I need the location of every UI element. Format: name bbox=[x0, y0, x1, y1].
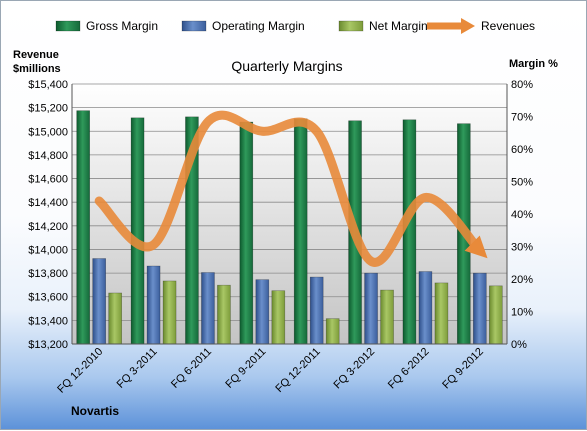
right-tick-label: 0% bbox=[511, 339, 527, 351]
left-tick-label: $13,200 bbox=[28, 339, 68, 351]
right-tick-label: 80% bbox=[511, 79, 533, 91]
left-tick-label: $13,800 bbox=[28, 268, 68, 280]
x-tick-label: FQ 3-2012 bbox=[332, 346, 378, 392]
bar-gross-margin bbox=[403, 120, 416, 344]
x-tick-label: FQ 12-2010 bbox=[55, 346, 105, 396]
legend-label-net-margin: Net Margin bbox=[369, 19, 428, 33]
right-tick-label: 70% bbox=[511, 112, 533, 124]
left-tick-label: $15,000 bbox=[28, 126, 68, 138]
left-tick-label: $15,400 bbox=[28, 79, 68, 91]
chart-title: Quarterly Margins bbox=[231, 58, 342, 74]
left-tick-label: $13,600 bbox=[28, 292, 68, 304]
bar-net-margin bbox=[217, 285, 230, 344]
x-tick-label: FQ 6-2011 bbox=[169, 346, 214, 391]
left-axis-label-line1: Revenue bbox=[13, 49, 59, 61]
bar-operating-margin bbox=[419, 272, 432, 344]
legend-label-operating-margin: Operating Margin bbox=[212, 19, 305, 33]
bar-net-margin bbox=[435, 283, 448, 344]
right-tick-label: 60% bbox=[511, 144, 533, 156]
right-tick-label: 50% bbox=[511, 177, 533, 189]
right-axis-label: Margin % bbox=[509, 58, 558, 70]
legend-label-gross-margin: Gross Margin bbox=[86, 19, 158, 33]
legend-swatch-operating-margin bbox=[182, 21, 206, 31]
left-tick-label: $13,400 bbox=[28, 315, 68, 327]
bar-net-margin bbox=[489, 286, 502, 344]
left-axis-label-line2: $millions bbox=[13, 63, 61, 75]
x-tick-label: FQ 3-2011 bbox=[115, 346, 160, 391]
footer-label: Novartis bbox=[71, 404, 119, 418]
bar-net-margin bbox=[272, 291, 285, 344]
left-tick-label: $15,200 bbox=[28, 103, 68, 115]
bar-gross-margin bbox=[240, 122, 253, 344]
legend-swatch-net-margin bbox=[339, 21, 363, 31]
legend-swatch-gross-margin bbox=[56, 21, 80, 31]
x-tick-label: FQ 9-2012 bbox=[440, 346, 486, 392]
bar-gross-margin bbox=[294, 119, 307, 344]
x-tick-label: FQ 6-2012 bbox=[386, 346, 432, 392]
left-tick-label: $14,000 bbox=[28, 244, 68, 256]
left-tick-label: $14,400 bbox=[28, 197, 68, 209]
bar-net-margin bbox=[326, 319, 339, 344]
bar-operating-margin bbox=[147, 266, 160, 344]
left-tick-label: $14,600 bbox=[28, 174, 68, 186]
bar-operating-margin bbox=[310, 277, 323, 344]
bar-operating-margin bbox=[256, 280, 269, 344]
left-tick-label: $14,800 bbox=[28, 150, 68, 162]
x-tick-label: FQ 12-2011 bbox=[273, 346, 322, 395]
legend-label-revenues: Revenues bbox=[481, 19, 535, 33]
bar-net-margin bbox=[381, 290, 394, 344]
legend-arrow-icon bbox=[461, 18, 475, 34]
bar-operating-margin bbox=[365, 273, 378, 344]
legend: Gross Margin Operating Margin Net Margin Re… bbox=[56, 18, 535, 34]
bar-net-margin bbox=[163, 281, 176, 344]
bar-operating-margin bbox=[93, 259, 106, 344]
right-tick-label: 40% bbox=[511, 209, 533, 221]
right-tick-label: 10% bbox=[511, 307, 533, 319]
right-tick-label: 20% bbox=[511, 274, 533, 286]
x-tick-label: FQ 9-2011 bbox=[223, 346, 268, 391]
right-tick-label: 30% bbox=[511, 242, 533, 254]
left-tick-label: $14,200 bbox=[28, 221, 68, 233]
bar-net-margin bbox=[109, 293, 122, 344]
bar-operating-margin bbox=[201, 273, 214, 345]
bar-gross-margin bbox=[131, 118, 144, 344]
bar-operating-margin bbox=[473, 273, 486, 344]
bar-gross-margin bbox=[77, 111, 90, 344]
